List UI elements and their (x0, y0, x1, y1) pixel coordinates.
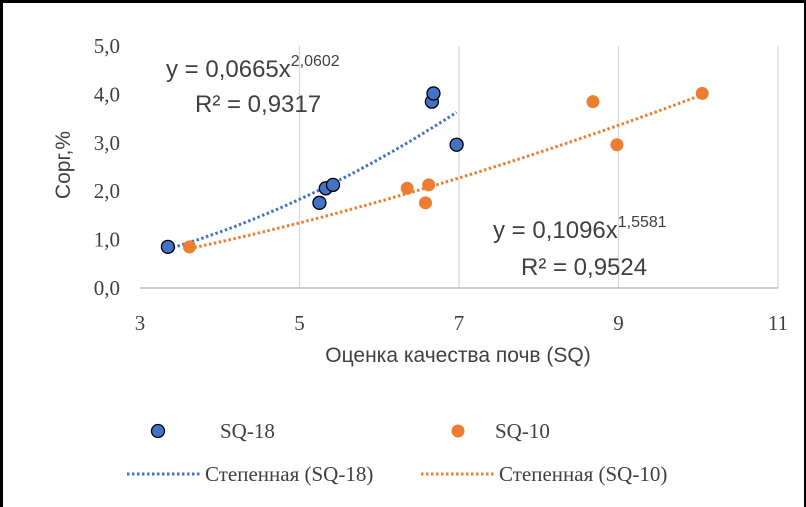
legend-label-trend-sq10: Степенная (SQ-10) (499, 462, 667, 486)
legend-item-sq18: SQ-18 (150, 419, 275, 443)
equation-exponent: 1,5581 (618, 214, 667, 231)
svg-text:y = 0,0665x2,0602: y = 0,0665x2,0602 (166, 53, 340, 83)
trendline-sq-18 (167, 111, 458, 251)
point-sq-18 (426, 86, 441, 101)
data-points (160, 86, 709, 255)
legend-marker-sq10 (451, 424, 465, 438)
point-sq-18 (312, 195, 327, 210)
point-sq-10 (422, 178, 436, 192)
point-sq-18 (160, 239, 176, 255)
y-tick-label: 3,0 (94, 131, 120, 155)
y-tick-label: 2,0 (94, 179, 120, 203)
y-tick-label: 1,0 (94, 228, 120, 252)
trendline-equation-sq10: y = 0,1096x1,5581 R² = 0,9524 (493, 214, 667, 281)
svg-text:y = 0,1096x1,5581: y = 0,1096x1,5581 (493, 214, 667, 244)
grid-lines (140, 46, 779, 289)
y-tick-label: 5,0 (94, 34, 120, 58)
x-axis-title: Оценка качества почв (SQ) (325, 344, 590, 367)
legend-item-trend-sq18: Степенная (SQ-18) (127, 462, 373, 486)
x-tick-label: 9 (613, 311, 624, 335)
y-tick-label: 0,0 (94, 276, 120, 300)
trendline-equation-sq18: y = 0,0665x2,0602 R² = 0,9317 (166, 53, 340, 118)
point-sq-10 (610, 138, 624, 152)
point-sq-18 (325, 177, 341, 193)
legend-marker-sq18 (150, 423, 166, 439)
equation-exponent: 2,0602 (291, 53, 340, 70)
legend-label-trend-sq18: Степенная (SQ-18) (205, 462, 373, 486)
x-tick-labels: 3 5 7 9 11 (135, 311, 788, 335)
point-sq-10 (586, 95, 600, 109)
x-tick-label: 7 (454, 311, 465, 335)
point-sq-10 (695, 86, 709, 100)
point-sq-10 (182, 240, 196, 254)
legend-label-sq10: SQ-10 (495, 419, 550, 443)
legend-item-sq10: SQ-10 (451, 419, 550, 443)
x-tick-label: 5 (294, 311, 305, 335)
trendlines (167, 93, 703, 251)
r-squared-label: R² = 0,9317 (195, 91, 321, 118)
point-sq-10 (419, 196, 433, 210)
legend-item-trend-sq10: Степенная (SQ-10) (421, 462, 667, 486)
equation-main: y = 0,0665x (166, 56, 291, 83)
y-tick-label: 4,0 (94, 82, 120, 106)
equation-main: y = 0,1096x (493, 217, 618, 244)
y-axis-title: Сорг,% (52, 131, 75, 199)
legend: SQ-18 SQ-10 Степенная (SQ-18) Степенная … (127, 419, 667, 486)
x-tick-label: 3 (135, 311, 146, 335)
y-tick-labels: 0,0 1,0 2,0 3,0 4,0 5,0 (94, 34, 120, 300)
r-squared-label: R² = 0,9524 (521, 254, 647, 281)
legend-label-sq18: SQ-18 (220, 419, 275, 443)
point-sq-18 (449, 137, 464, 152)
x-tick-label: 11 (768, 311, 788, 335)
point-sq-10 (400, 181, 414, 195)
